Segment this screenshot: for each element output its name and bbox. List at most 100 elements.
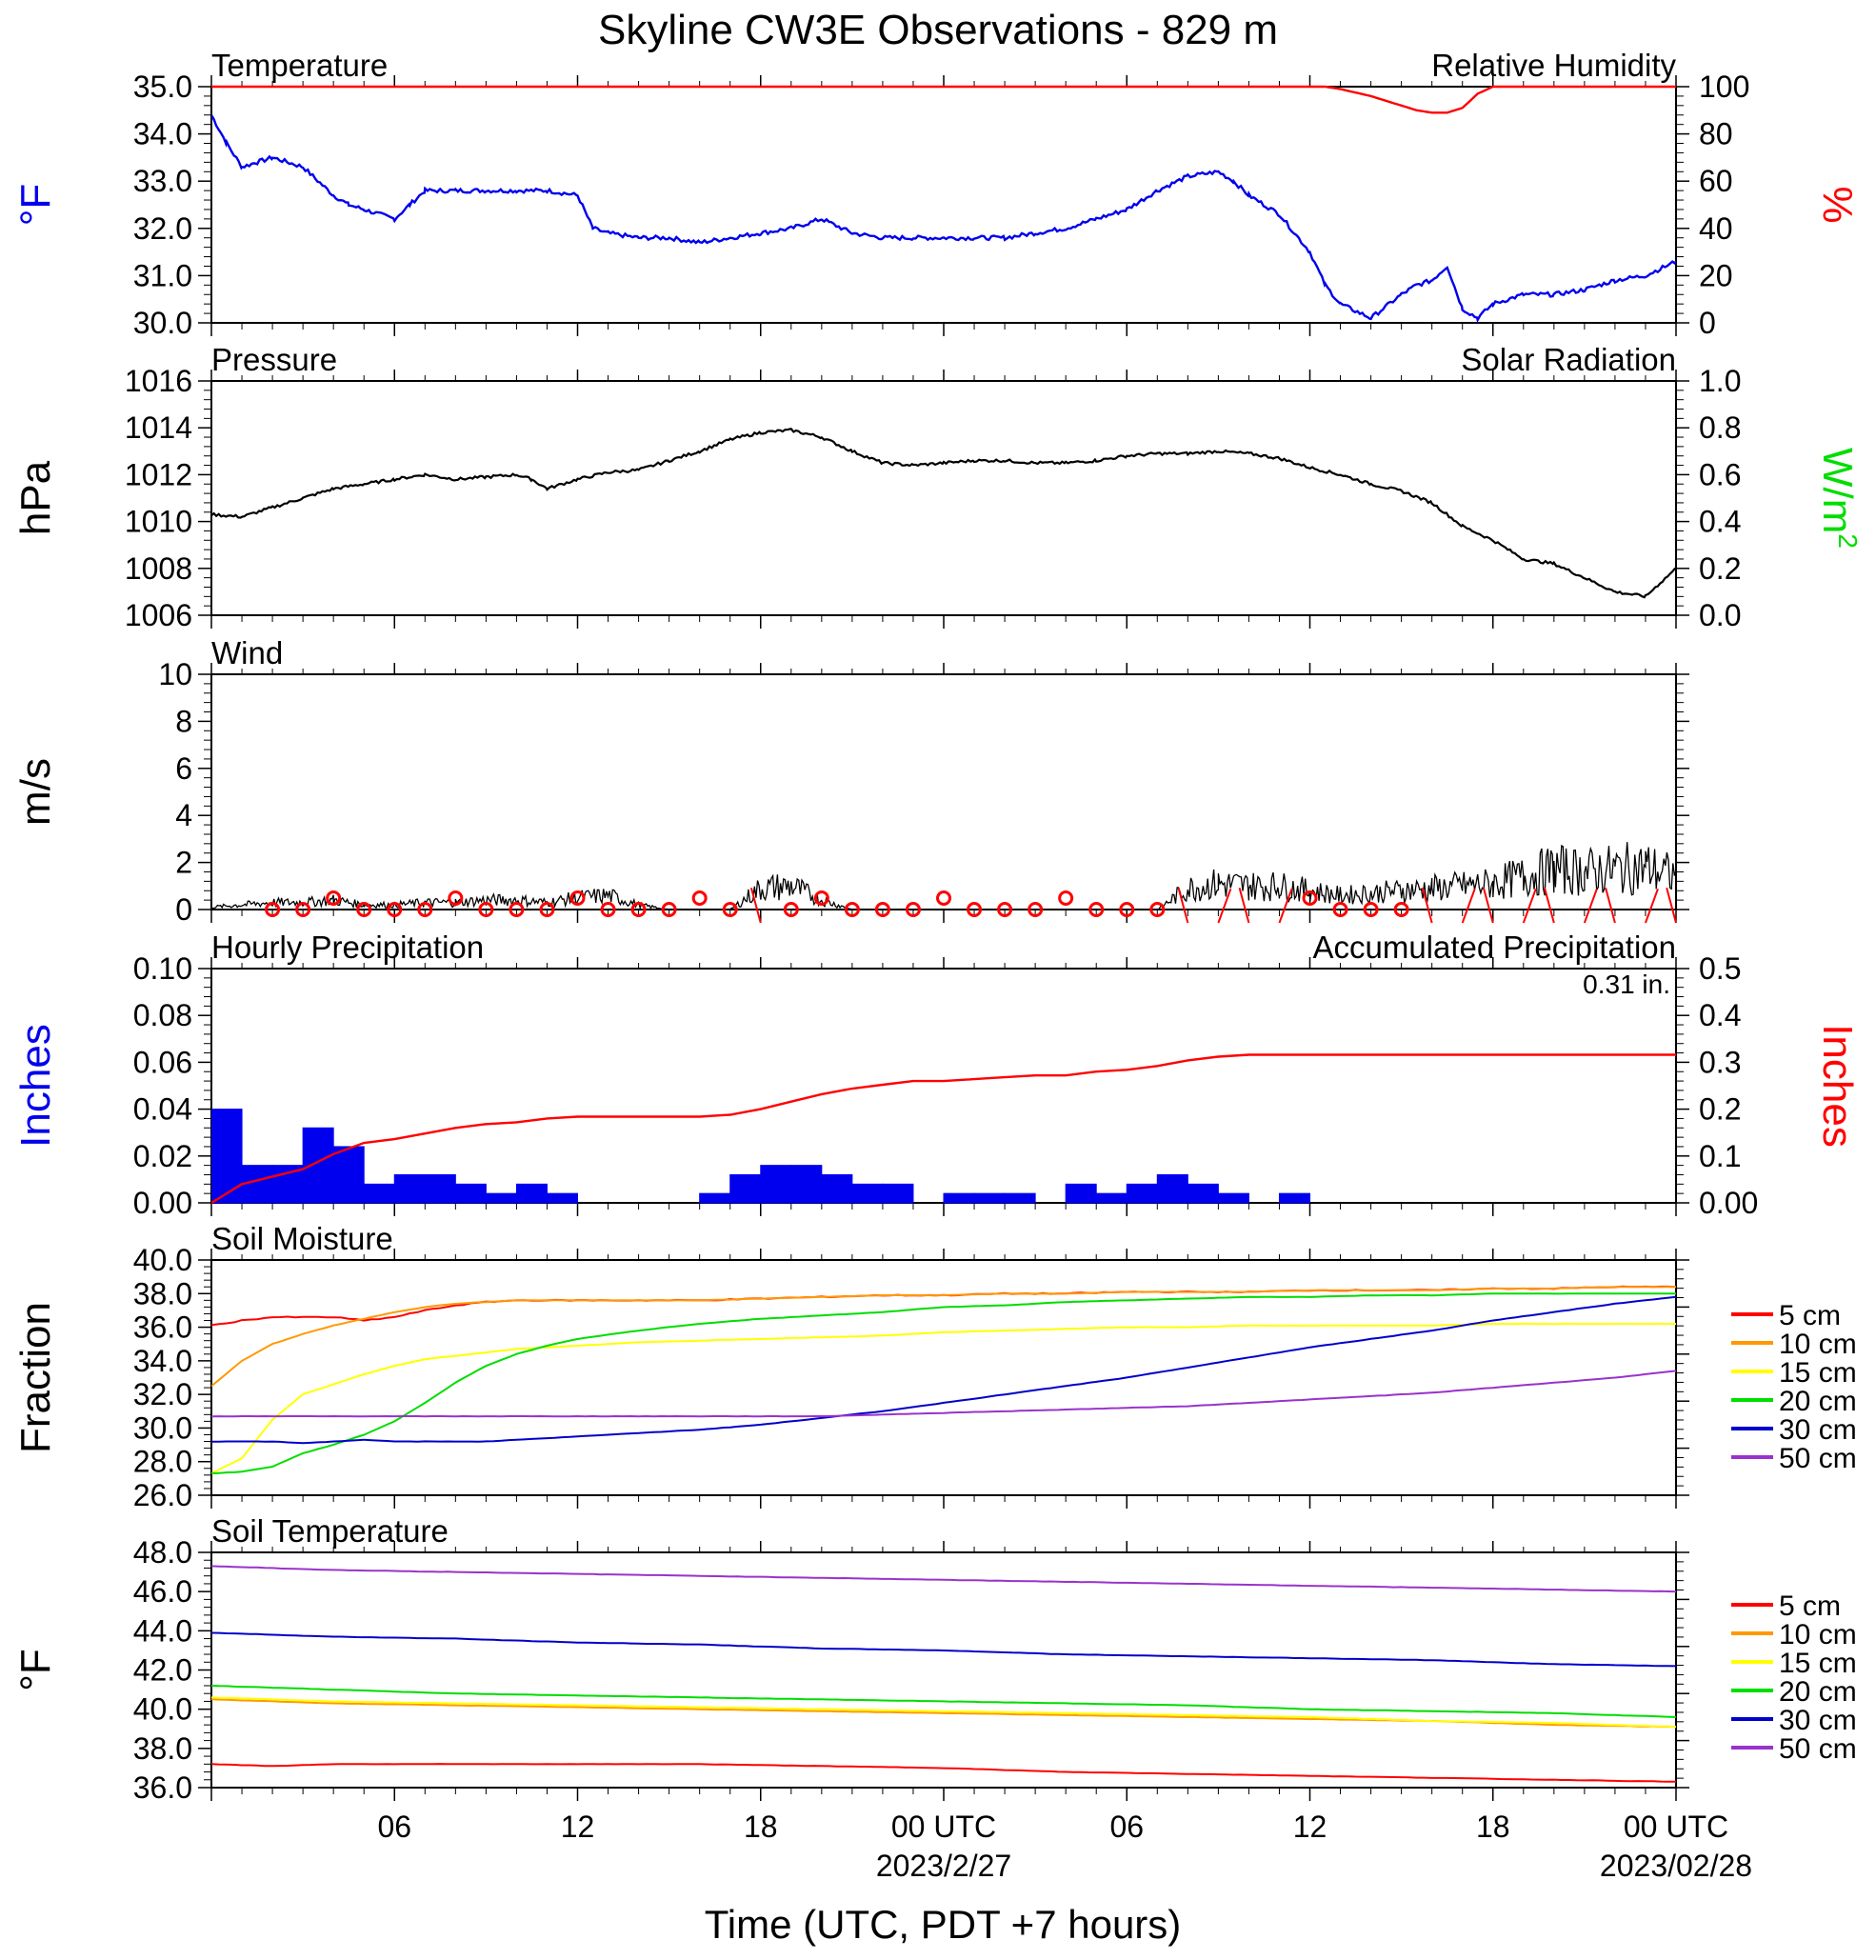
wind-calm-marker [783, 902, 799, 917]
series-line-relative-humidity [211, 85, 1676, 114]
series-line-20-cm [211, 1685, 1676, 1718]
y-tick-label: 48.0 [133, 1535, 192, 1570]
wind-calm-marker [874, 902, 890, 917]
plot-frame [210, 380, 1677, 616]
y-tick-label: 40.0 [133, 1692, 192, 1727]
wind-calm-marker [539, 902, 555, 917]
y-right-tick-label: 0.5 [1699, 951, 1741, 986]
series-line-50-cm [211, 1370, 1676, 1418]
panel-title: Pressure [211, 342, 337, 377]
x-tick-label: 12 [561, 1810, 595, 1844]
wind-calm-marker [295, 902, 311, 917]
data-layer [211, 1053, 1676, 1205]
x-tick-label: 06 [377, 1810, 411, 1844]
y-tick-label: 1008 [125, 551, 192, 586]
wind-calm-marker [417, 902, 433, 917]
precip-bar [424, 1173, 456, 1204]
precip-bar [241, 1165, 273, 1204]
series-line-50-cm [211, 1565, 1676, 1593]
precip-bar [332, 1146, 365, 1204]
wind-barb [1605, 888, 1616, 924]
panel-right-title: Solar Radiation [1461, 342, 1676, 377]
wind-calm-marker [387, 902, 403, 917]
legend-label: 20 cm [1779, 1676, 1857, 1708]
y-tick-label: 2 [175, 846, 192, 880]
y-tick-label: 0.02 [133, 1139, 192, 1173]
y-axis-label: Fraction [12, 1302, 59, 1453]
panel-title: Hourly Precipitation [211, 930, 484, 965]
y-tick-label: 0.00 [133, 1186, 192, 1220]
y-right-axis-label: % [1814, 186, 1861, 223]
precip-bar [546, 1192, 578, 1204]
legend-label: 30 cm [1779, 1414, 1857, 1446]
panels: 35.034.033.032.031.030.0100806040200Temp… [12, 48, 1863, 1805]
y-tick-label: 32.0 [133, 211, 192, 246]
y-tick-label: 38.0 [133, 1276, 192, 1310]
y-tick-label: 36.0 [133, 1770, 192, 1805]
y-right-tick-label: 0.6 [1699, 457, 1741, 491]
series-line-15-cm [211, 1322, 1676, 1474]
panel-soil-temperature: 48.0 46.0 44.0 42.0 40.0 38.0 36.0 Soil Tempera… [12, 1513, 1857, 1805]
wind-calm-marker [1363, 902, 1379, 917]
precip-bar [393, 1173, 426, 1204]
precip-bar [454, 1183, 487, 1204]
series-line-accumulated [211, 1053, 1676, 1205]
series-line-5-cm [211, 1763, 1676, 1783]
y-axis-label: °F [12, 184, 59, 226]
legend-label: 50 cm [1779, 1443, 1857, 1474]
wind-barb [1482, 888, 1494, 924]
legend-label: 5 cm [1779, 1300, 1841, 1331]
data-layer [211, 428, 1676, 599]
y-tick-label: 30.0 [133, 306, 192, 340]
y-right-axis-label-sup: 2 [1833, 533, 1863, 549]
wind-calm-marker [844, 902, 860, 917]
panel-wind: 10 8 6 4 2 0 Wind m/s [12, 635, 1689, 927]
precip-bar [1187, 1183, 1219, 1204]
y-axis-label: °F [12, 1649, 59, 1690]
precip-bar [729, 1173, 762, 1204]
wind-barb [1522, 888, 1537, 924]
wind-calm-marker [509, 902, 525, 917]
legend-label: 5 cm [1779, 1590, 1841, 1622]
y-tick-label: 1012 [125, 457, 192, 491]
y-tick-label: 38.0 [133, 1731, 192, 1766]
y-right-tick-label: 0.3 [1699, 1045, 1741, 1079]
precip-bar [1095, 1192, 1128, 1204]
y-right-tick-label: 100 [1699, 70, 1749, 104]
y-tick-label: 31.0 [133, 258, 192, 292]
x-date-label: 2023/02/28 [1600, 1849, 1752, 1883]
x-tick-label: 18 [1476, 1810, 1510, 1844]
y-tick-label: 33.0 [133, 164, 192, 198]
wind-calm-marker [356, 902, 372, 917]
y-tick-label: 6 [175, 751, 192, 786]
wind-calm-marker [1302, 890, 1318, 906]
y-right-axis-label: W/m2 [1814, 448, 1863, 549]
y-right-tick-label: 0.2 [1699, 551, 1741, 586]
wind-barb [1666, 888, 1677, 924]
x-date-label: 2023/2/27 [876, 1849, 1011, 1883]
legend-label: 30 cm [1779, 1705, 1857, 1736]
series-line-temperature [211, 114, 1676, 324]
legend-label: 10 cm [1779, 1329, 1857, 1360]
y-axis-label: Inches [12, 1024, 59, 1148]
y-tick-label: 34.0 [133, 117, 192, 151]
precip-bar [363, 1183, 395, 1204]
y-tick-label: 32.0 [133, 1377, 192, 1411]
legend-label: 20 cm [1779, 1386, 1857, 1417]
y-right-tick-label: 0.1 [1699, 1139, 1741, 1173]
x-tick-label: 12 [1293, 1810, 1327, 1844]
wind-barb [1278, 888, 1293, 924]
plot-frame [210, 86, 1677, 324]
x-tick-label: 00 UTC [1624, 1810, 1728, 1844]
precip-bar [1278, 1192, 1311, 1204]
y-right-tick-label: 1.0 [1699, 364, 1741, 398]
wind-calm-marker [722, 902, 738, 917]
y-right-axis-label-text: % [1814, 186, 1861, 223]
data-layer [211, 1285, 1676, 1475]
precip-bar [1126, 1183, 1158, 1204]
panel-temperature: 35.0 34.0 33.0 32.0 31.0 30.0 100 80 60 40 20 0 Temp… [12, 48, 1861, 340]
panel-title: Wind [211, 635, 283, 670]
wind-calm-marker [1149, 902, 1166, 917]
